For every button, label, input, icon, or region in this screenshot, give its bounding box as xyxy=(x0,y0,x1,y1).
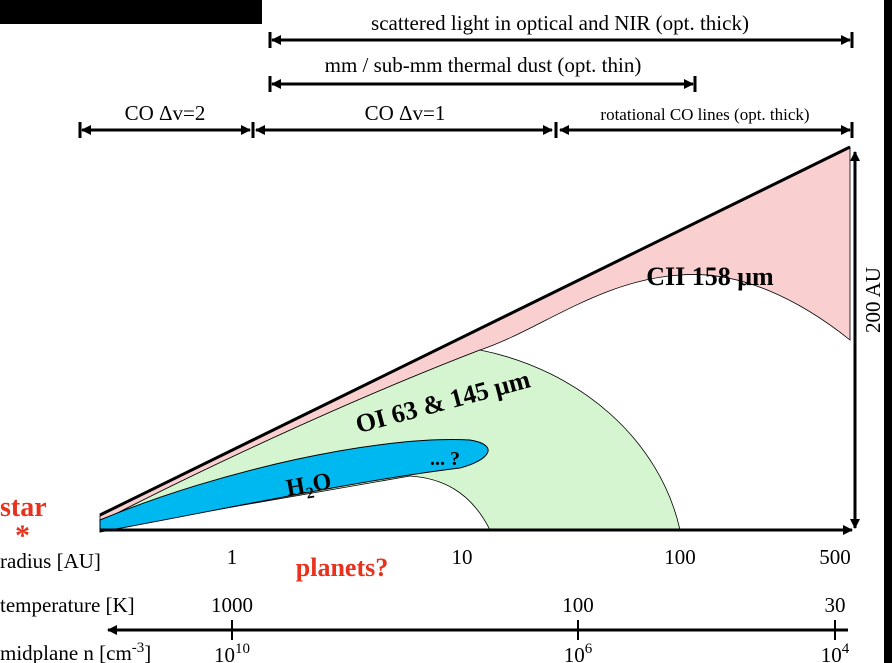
tick-label: 100 xyxy=(664,545,696,569)
axis-label: temperature [K] xyxy=(0,593,135,617)
tick-label: 104 xyxy=(821,641,850,663)
tick-label: 500 xyxy=(819,545,851,569)
planets-label: planets? xyxy=(296,553,388,582)
tick-label: 1 xyxy=(227,545,238,569)
unknown-label: ... ? xyxy=(430,448,460,470)
range-label: CO Δv=2 xyxy=(125,101,206,125)
range-label: rotational CO lines (opt. thick) xyxy=(600,105,809,124)
range-label: mm / sub-mm thermal dust (opt. thin) xyxy=(325,53,642,77)
tick-label: 1000 xyxy=(211,593,253,617)
h2o-label: H2O xyxy=(284,468,334,505)
tick-label: 106 xyxy=(564,641,593,663)
range-label: CO Δv=1 xyxy=(365,101,446,125)
corner xyxy=(0,0,262,24)
tick-label: 30 xyxy=(825,593,846,617)
h2o-region xyxy=(99,439,489,533)
tick-label: 10 xyxy=(452,545,473,569)
axis-label: radius [AU] xyxy=(0,549,101,573)
range-label: scattered light in optical and NIR (opt.… xyxy=(371,11,749,35)
axis-label: midplane n [cm-3] xyxy=(0,640,151,663)
star-label: star xyxy=(0,492,47,523)
star-symbol: * xyxy=(15,519,30,552)
disk-surface xyxy=(99,145,851,517)
cii-label: CII 158 μm xyxy=(646,262,774,291)
tick-label: 100 xyxy=(562,593,594,617)
tick-label: 1010 xyxy=(214,641,250,663)
height-label: 200 AU xyxy=(861,267,885,333)
ranges: scattered light in optical and NIR (opt.… xyxy=(78,11,854,138)
